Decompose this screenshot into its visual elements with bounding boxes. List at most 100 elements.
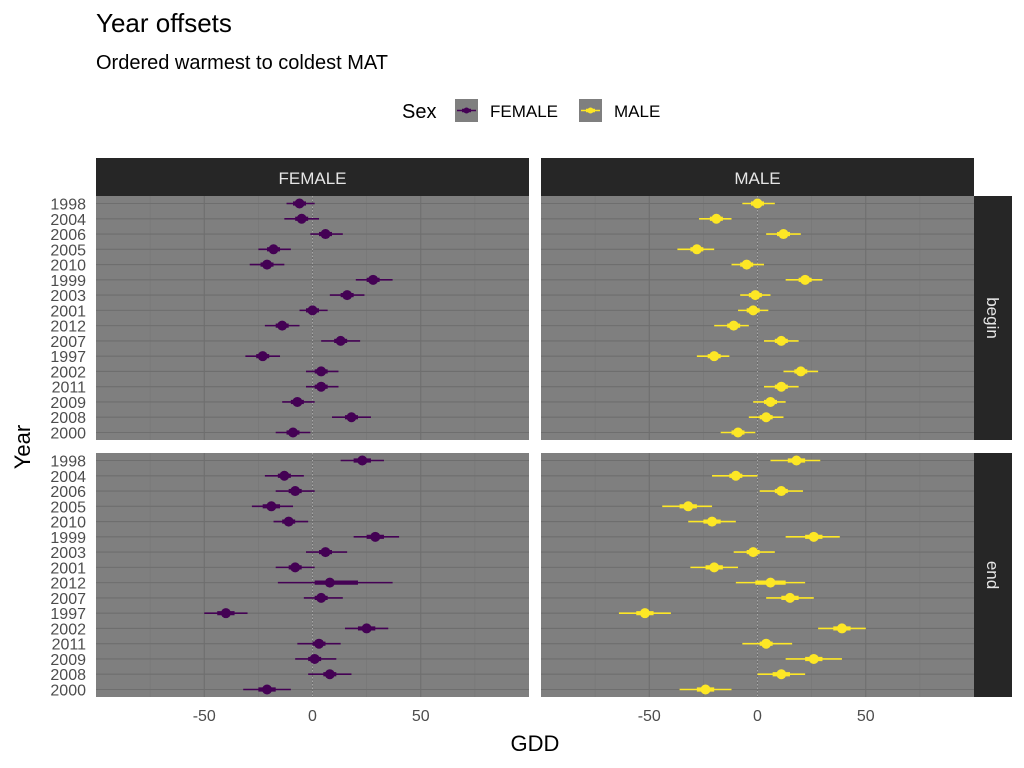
- data-point: [784, 592, 795, 603]
- legend-label: FEMALE: [490, 102, 558, 121]
- y-tick-label: 2009: [50, 395, 86, 412]
- y-tick-label: 2002: [50, 364, 86, 381]
- data-point: [691, 244, 702, 255]
- y-tick-label: 2008: [50, 410, 86, 427]
- panel-end-male: [541, 453, 974, 697]
- data-point: [836, 623, 847, 634]
- data-point: [741, 259, 752, 270]
- data-point: [800, 274, 811, 285]
- data-point: [279, 470, 290, 481]
- data-point: [728, 320, 739, 331]
- y-tick-label: 1999: [50, 530, 86, 547]
- y-tick-label: 2002: [50, 621, 86, 638]
- data-point: [335, 335, 346, 346]
- data-point: [368, 274, 379, 285]
- y-tick-label: 2001: [50, 303, 86, 320]
- data-point: [277, 320, 288, 331]
- y-tick-label: 1999: [50, 273, 86, 290]
- data-point: [776, 486, 787, 497]
- panel-begin-female: [96, 196, 529, 440]
- data-point: [700, 684, 711, 695]
- y-tick-label: 2011: [52, 637, 87, 654]
- facet-strip-label: end: [983, 561, 1002, 589]
- data-point: [316, 592, 327, 603]
- data-point: [324, 669, 335, 680]
- data-point: [292, 396, 303, 407]
- facet-strip-label: begin: [983, 297, 1002, 339]
- y-tick-label: 2001: [50, 560, 86, 577]
- data-point: [730, 470, 741, 481]
- data-point: [294, 198, 305, 209]
- data-point: [283, 516, 294, 527]
- y-tick-label: 2010: [50, 515, 86, 532]
- facet-panels: FEMALE MALEbeginend1998200420062005201019…: [50, 158, 1012, 700]
- data-point: [683, 501, 694, 512]
- x-tick-label: 50: [412, 708, 430, 725]
- facet-strip-label: MALE: [734, 169, 780, 188]
- y-tick-label: 2006: [50, 484, 86, 501]
- y-tick-label: 2008: [50, 667, 86, 684]
- data-point: [268, 244, 279, 255]
- y-tick-label: 2007: [50, 591, 86, 608]
- data-point: [316, 381, 327, 392]
- panel-begin-male: [541, 196, 974, 440]
- data-point: [748, 547, 759, 558]
- x-tick-label: 0: [753, 708, 762, 725]
- facet-strip-begin: [974, 196, 1012, 440]
- data-point: [313, 638, 324, 649]
- y-tick-label: 2012: [50, 319, 86, 336]
- y-tick-label: 1997: [50, 349, 86, 366]
- y-tick-label: 2003: [50, 545, 86, 562]
- y-tick-label: 2005: [50, 499, 86, 516]
- data-point: [709, 562, 720, 573]
- data-point: [748, 305, 759, 316]
- x-tick-label: -50: [638, 708, 661, 725]
- data-point: [257, 351, 268, 362]
- data-point: [791, 455, 802, 466]
- data-point: [220, 608, 231, 619]
- y-tick-label: 2000: [50, 683, 86, 700]
- data-point: [808, 653, 819, 664]
- data-point: [709, 351, 720, 362]
- y-tick-label: 2004: [50, 212, 86, 229]
- x-tick-label: -50: [193, 708, 216, 725]
- data-point: [357, 455, 368, 466]
- y-tick-label: 1998: [50, 454, 86, 471]
- data-point: [324, 577, 335, 588]
- data-point: [752, 198, 763, 209]
- data-point: [309, 653, 320, 664]
- data-point: [808, 531, 819, 542]
- y-tick-label: 2003: [50, 288, 86, 305]
- y-tick-label: 2012: [50, 576, 86, 593]
- data-point: [776, 335, 787, 346]
- data-point: [290, 562, 301, 573]
- y-axis-title: Year: [10, 425, 35, 469]
- data-point: [711, 213, 722, 224]
- data-point: [761, 412, 772, 423]
- data-point: [639, 608, 650, 619]
- data-point: [320, 547, 331, 558]
- data-point: [733, 427, 744, 438]
- x-tick-label: 50: [857, 708, 875, 725]
- legend-label: MALE: [614, 102, 660, 121]
- x-tick-label: 0: [308, 708, 317, 725]
- y-tick-label: 2004: [50, 469, 86, 486]
- data-point: [262, 684, 273, 695]
- chart-subtitle: Ordered warmest to coldest MAT: [96, 52, 388, 74]
- y-tick-label: 2005: [50, 242, 86, 259]
- y-tick-label: 2009: [50, 652, 86, 669]
- data-point: [288, 427, 299, 438]
- data-point: [320, 229, 331, 240]
- panel-end-female: [96, 453, 529, 697]
- data-point: [761, 638, 772, 649]
- data-point: [346, 412, 357, 423]
- legend-key-point: [587, 107, 594, 114]
- data-point: [296, 213, 307, 224]
- facet-strip-male: [541, 158, 974, 196]
- y-tick-label: 1998: [50, 197, 86, 214]
- data-point: [765, 577, 776, 588]
- x-axis-title: GDD: [511, 731, 560, 756]
- y-tick-label: 2007: [50, 334, 86, 351]
- legend: Sex FEMALE MALE: [402, 99, 660, 123]
